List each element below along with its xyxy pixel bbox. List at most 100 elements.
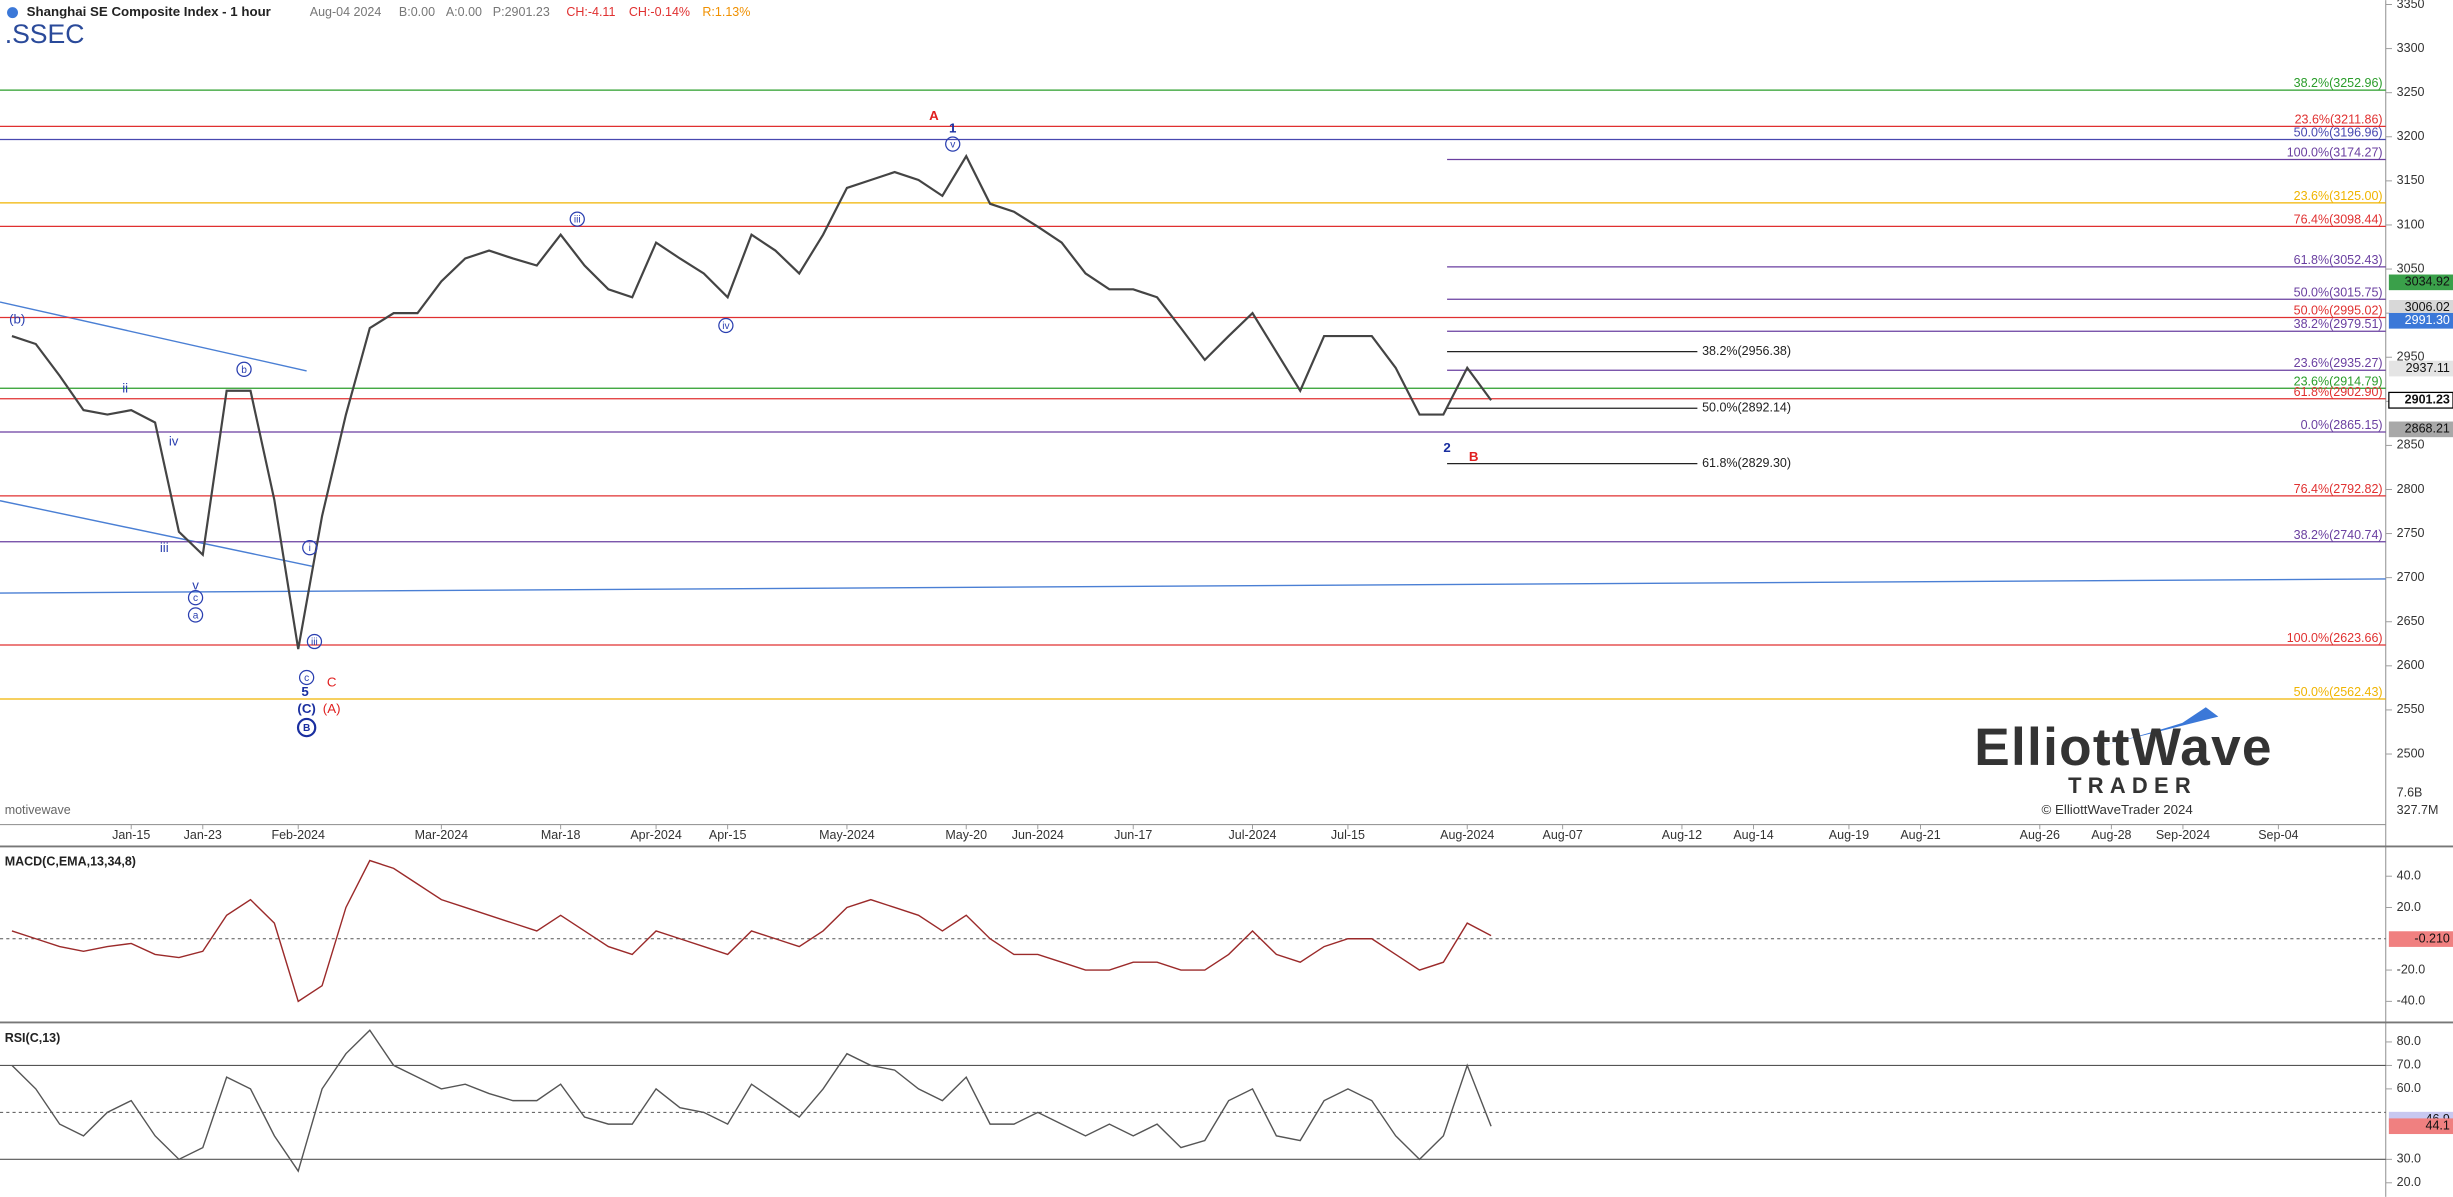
price-tag-label: 44.1 [2426,1119,2450,1133]
logo-copyright: © ElliottWaveTrader 2024 [2042,802,2193,817]
price-line [11,1029,1492,1173]
wave-label: v [192,578,199,593]
fib-label: 61.8%(2902.90) [2294,385,2383,399]
x-tick-label: Mar-2024 [415,828,469,842]
header-item: A:0.00 [446,5,482,19]
price-line [11,153,1492,650]
panel-title: MACD(C,EMA,13,34,8) [5,854,136,868]
header-item: P:2901.23 [493,5,550,19]
x-tick-label: Aug-07 [1542,828,1582,842]
fib-label: 76.4%(2792.82) [2294,482,2383,496]
wave-label: v [950,140,956,151]
wave-label: 2 [1443,440,1450,455]
wave-label: B [303,723,310,734]
price-tag [2388,312,2453,329]
fib-label: 23.6%(2914.79) [2294,374,2383,388]
wave-circle [187,607,204,623]
y-tick-label: 20.0 [2397,1175,2421,1189]
fib-label: 38.2%(2979.51) [2294,317,2383,331]
wave-label: iii [311,637,318,648]
fib-label: 50.0%(2995.02) [2294,304,2383,318]
wave-label: 1 [949,121,957,136]
y-tick-label: -20.0 [2397,962,2426,976]
x-tick-label: Sep-2024 [2156,828,2210,842]
y-tick-label: 3100 [2397,217,2425,231]
price-tag [2388,1118,2453,1135]
price-tag [2388,274,2453,291]
logo-name: ElliottWave [1974,718,2271,777]
y-tick-label: 2550 [2397,702,2425,716]
header-item: CH:-4.11 [566,5,615,19]
wave-label: A [929,108,939,123]
volume-tick-label: 327.7M [2397,803,2439,817]
x-tick-label: May-2024 [819,828,875,842]
fib-label: 23.6%(3211.86) [2295,112,2383,126]
y-tick-label: 30.0 [2397,1152,2421,1166]
wave-label: iv [722,321,730,332]
x-tick-label: Jan-23 [184,828,222,842]
price-tag-label: 2991.30 [2405,313,2450,327]
price-tag-label: 2937.11 [2406,361,2450,375]
price-tag [2388,300,2453,316]
logo-swoosh [2080,707,2219,752]
wave-label: c [193,593,198,604]
x-tick-label: Jan-15 [112,828,150,842]
fib-label: 61.8%(3052.43) [2294,253,2383,267]
x-tick-label: Jul-2024 [1229,828,1277,842]
fib-label: 38.2%(2740.74) [2294,528,2383,542]
wave-label: (A) [323,701,341,716]
y-tick-label: 2850 [2397,438,2425,452]
y-tick-label: 2750 [2397,526,2425,540]
wave-label: a [193,610,199,621]
y-tick-label: -40.0 [2397,994,2426,1008]
wave-circle [718,317,734,334]
y-tick-label: 2500 [2397,746,2425,760]
y-tick-label: 40.0 [2397,868,2421,882]
price-line [11,859,1492,1003]
chart-title: Shanghai SE Composite Index - 1 hour [27,4,271,19]
wave-label: b [241,365,247,376]
logo-sub: TRADER [2068,773,2197,798]
header-item: CH:-0.14% [629,5,690,19]
fib-label: 23.6%(3125.00) [2294,189,2383,203]
wave-circle [569,211,585,227]
fib-label: 50.0%(3196.96) [2294,126,2383,140]
wave-label: c [304,673,309,684]
wave-label: ii [122,380,128,395]
wave-label: C [327,674,337,689]
x-tick-label: Jun-17 [1114,828,1152,842]
y-tick-label: 60.0 [2397,1081,2421,1095]
x-tick-label: Aug-19 [1829,828,1869,842]
x-tick-label: Aug-28 [2091,828,2131,842]
symbol-icon [7,7,18,19]
y-tick-label: 2650 [2397,614,2425,628]
y-tick-label: 2600 [2397,658,2425,672]
price-tag-label: 2868.21 [2405,422,2450,436]
price-tag-label: -0.210 [2414,931,2449,945]
wave-label: B [1469,449,1479,464]
x-tick-label: Apr-15 [709,828,747,842]
wave-circle [306,633,323,650]
fib-label: 50.0%(3015.75) [2294,285,2383,299]
header-item: B:0.00 [399,5,435,19]
price-tag-label: 2901.23 [2405,393,2450,407]
logo: ElliottWave TRADER © ElliottWaveTrader 2… [1974,707,2272,817]
y-tick-label: 3150 [2397,173,2425,187]
fib-label: 100.0%(3174.27) [2287,146,2383,160]
wave-label: iii [160,540,169,555]
price-tag [2388,360,2453,377]
price-tag [2388,931,2453,947]
volume-tick-label: 7.6B [2397,786,2423,800]
price-tag [2388,421,2453,438]
watermark: motivewave [5,803,71,817]
y-tick-label: 80.0 [2397,1034,2421,1048]
x-tick-label: Apr-2024 [630,828,681,842]
x-tick-label: Sep-04 [2258,828,2298,842]
x-tick-label: May-20 [945,828,987,842]
wave-circle [945,136,961,152]
x-tick-label: Aug-26 [2020,828,2060,842]
wave-circle [236,361,252,377]
wave-label: 5 [301,684,309,699]
y-tick-label: 2950 [2397,350,2425,364]
